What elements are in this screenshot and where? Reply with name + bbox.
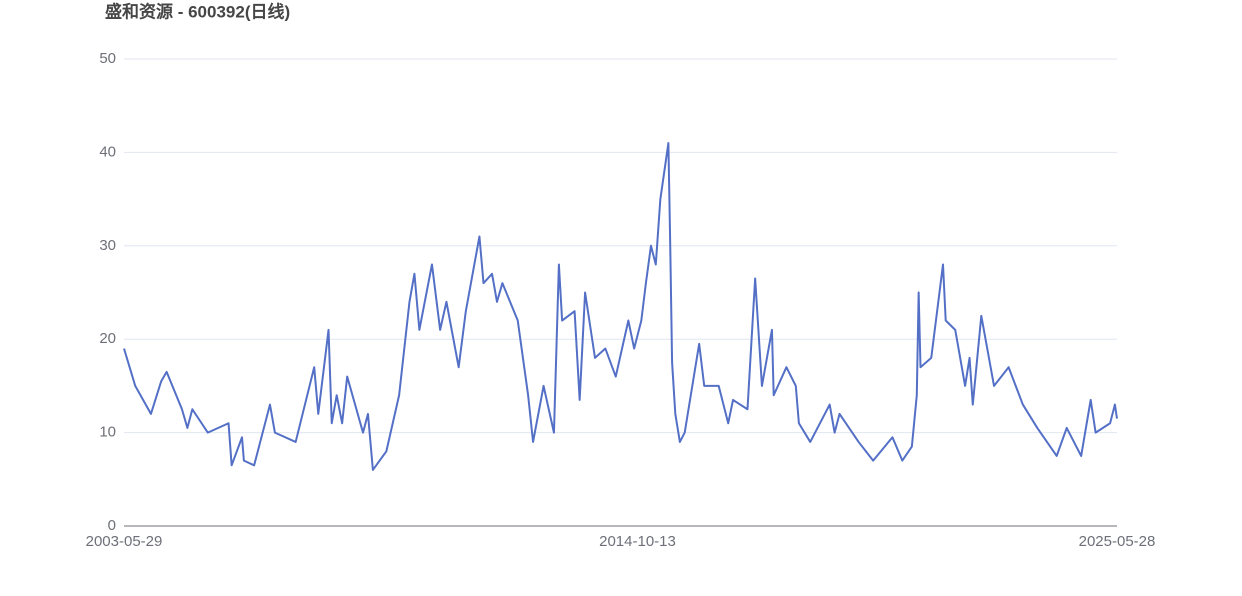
y-tick-label: 0: [108, 517, 116, 534]
x-tick-label: 2014-10-13: [599, 533, 676, 550]
x-tick-label: 2025-05-28: [1079, 533, 1156, 550]
price-line: [123, 142, 1118, 471]
x-tick-label: 2003-05-29: [86, 533, 163, 550]
y-tick-label: 50: [99, 50, 116, 67]
y-tick-label: 20: [99, 330, 116, 347]
y-tick-label: 40: [99, 143, 116, 160]
y-tick-label: 10: [99, 424, 116, 441]
y-tick-label: 30: [99, 237, 116, 254]
chart-title: 盛和资源 - 600392(日线): [105, 1, 290, 21]
